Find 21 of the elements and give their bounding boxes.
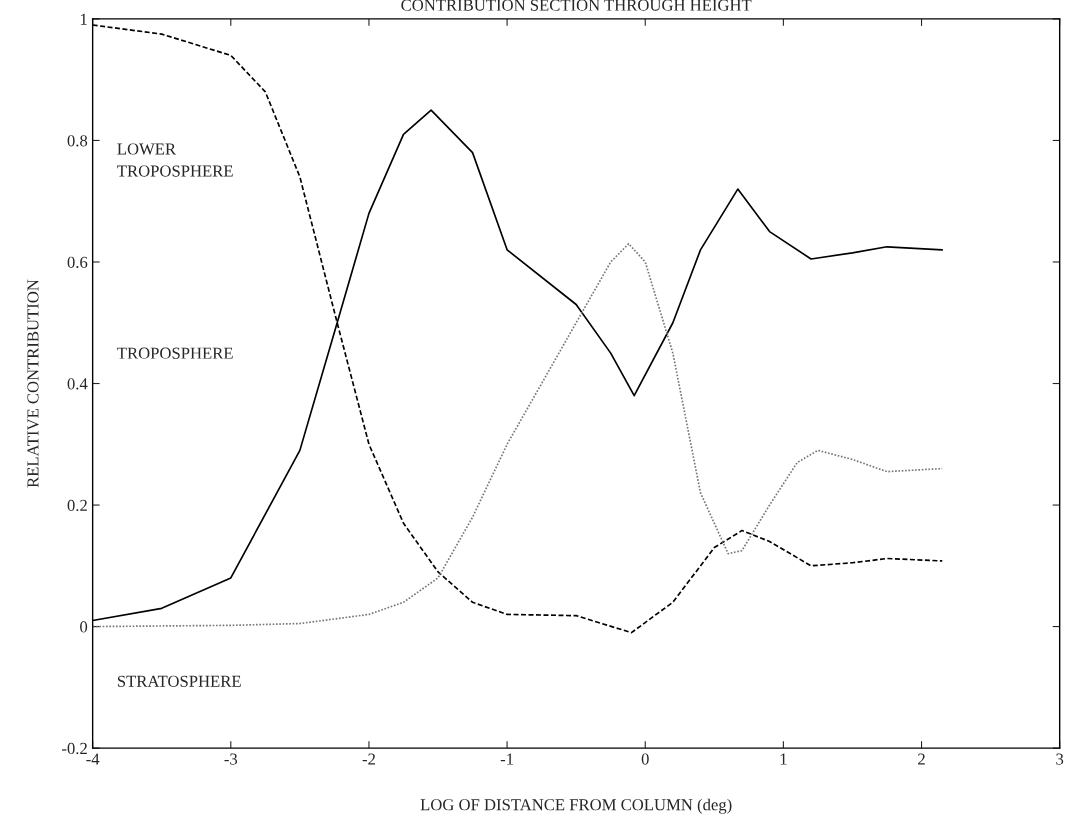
x-tick-label: 1 [780, 753, 787, 765]
y-tick-label: 0.8 [67, 135, 88, 147]
y-tick-label: 0.4 [67, 378, 88, 390]
x-tick-label: -1 [500, 753, 514, 765]
y-tick-label: 0 [80, 621, 88, 633]
y-tick-label: 1 [80, 13, 87, 25]
x-tick-label: -4 [86, 753, 100, 765]
annotation: LOWER TROPOSPHERE [117, 143, 233, 177]
y-tick-label: -0.2 [62, 742, 87, 755]
x-tick-label: -2 [362, 753, 375, 765]
x-tick-label: 0 [641, 753, 649, 765]
x-tick-label: 2 [918, 753, 925, 765]
y-tick-label: 0.6 [67, 256, 88, 269]
x-tick-label: -3 [224, 753, 238, 765]
y-tick-label: 0.2 [67, 499, 87, 512]
annotation: STRATOSPHERE [117, 675, 241, 687]
y-axis-title: RELATIVE CONTRIBUTION [27, 279, 39, 488]
chart-title: CONTRIBUTION SECTION THROUGH HEIGHT [401, 0, 752, 11]
x-axis-title: LOG OF DISTANCE FROM COLUMN (deg) [420, 798, 732, 814]
x-tick-label: 3 [1056, 753, 1064, 765]
annotation: TROPOSPHERE [117, 347, 233, 359]
